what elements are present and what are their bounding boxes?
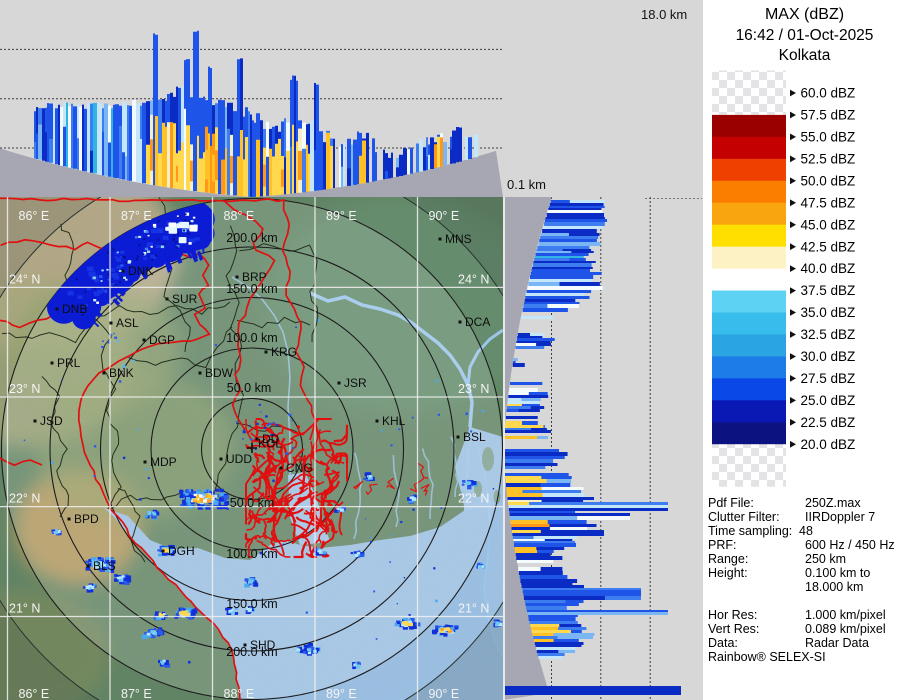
svg-text:57.5 dBZ: 57.5 dBZ — [801, 108, 856, 123]
svg-text:47.5 dBZ: 47.5 dBZ — [801, 195, 856, 210]
svg-text:55.0 dBZ: 55.0 dBZ — [801, 130, 856, 145]
svg-text:22° N: 22° N — [9, 492, 40, 506]
svg-text:150.0 km: 150.0 km — [226, 597, 277, 611]
svg-text:21° N: 21° N — [9, 602, 40, 616]
svg-text:BDW: BDW — [205, 366, 234, 380]
svg-text:50.0 km: 50.0 km — [230, 496, 274, 510]
svg-text:89° E: 89° E — [326, 209, 357, 223]
svg-text:CNG: CNG — [286, 461, 313, 475]
svg-text:20.0 dBZ: 20.0 dBZ — [801, 437, 856, 452]
svg-text:150.0 km: 150.0 km — [226, 282, 277, 296]
svg-text:27.5 dBZ: 27.5 dBZ — [801, 371, 856, 386]
svg-text:JSD: JSD — [40, 414, 63, 428]
svg-text:MDP: MDP — [150, 455, 177, 469]
svg-text:KOL: KOL — [258, 437, 282, 451]
svg-text:23° N: 23° N — [9, 382, 40, 396]
svg-text:DNK: DNK — [128, 264, 153, 278]
svg-text:88° E: 88° E — [224, 209, 255, 223]
svg-text:90° E: 90° E — [429, 209, 460, 223]
svg-text:BLS: BLS — [93, 559, 116, 573]
svg-text:DNB: DNB — [62, 302, 87, 316]
svg-text:52.5 dBZ: 52.5 dBZ — [801, 152, 856, 167]
svg-text:37.5 dBZ: 37.5 dBZ — [801, 283, 856, 298]
svg-text:25.0 dBZ: 25.0 dBZ — [801, 393, 856, 408]
svg-text:24° N: 24° N — [458, 272, 489, 286]
svg-text:100.0 km: 100.0 km — [226, 547, 277, 561]
svg-text:40.0 dBZ: 40.0 dBZ — [801, 261, 856, 276]
svg-text:DGP: DGP — [149, 333, 175, 347]
svg-text:DGH: DGH — [168, 544, 195, 558]
svg-text:22° N: 22° N — [458, 492, 489, 506]
svg-text:22.5 dBZ: 22.5 dBZ — [801, 415, 856, 430]
svg-text:KHL: KHL — [382, 414, 406, 428]
svg-text:87° E: 87° E — [121, 209, 152, 223]
svg-text:45.0 dBZ: 45.0 dBZ — [801, 217, 856, 232]
svg-text:PRL: PRL — [57, 356, 81, 370]
svg-text:MNS: MNS — [445, 232, 472, 246]
svg-text:BPD: BPD — [74, 512, 99, 526]
svg-text:SHD: SHD — [250, 638, 276, 652]
svg-text:32.5 dBZ: 32.5 dBZ — [801, 327, 856, 342]
svg-text:100.0 km: 100.0 km — [226, 331, 277, 345]
svg-text:200.0 km: 200.0 km — [226, 231, 277, 245]
svg-text:30.0 dBZ: 30.0 dBZ — [801, 349, 856, 364]
svg-text:DD: DD — [262, 432, 280, 446]
svg-text:21° N: 21° N — [458, 602, 489, 616]
svg-text:UDD: UDD — [226, 452, 252, 466]
svg-text:24° N: 24° N — [9, 272, 40, 286]
svg-text:60.0 dBZ: 60.0 dBZ — [801, 86, 856, 101]
svg-text:89° E: 89° E — [326, 687, 357, 700]
svg-text:BNK: BNK — [109, 366, 134, 380]
svg-text:JSR: JSR — [344, 376, 367, 390]
svg-text:200.0 km: 200.0 km — [226, 645, 277, 659]
svg-text:86° E: 86° E — [19, 209, 50, 223]
svg-text:ASL: ASL — [116, 316, 139, 330]
svg-text:88° E: 88° E — [224, 687, 255, 700]
svg-text:50.0 dBZ: 50.0 dBZ — [801, 173, 856, 188]
svg-text:90° E: 90° E — [429, 687, 460, 700]
svg-text:DCA: DCA — [465, 315, 490, 329]
svg-text:KRG: KRG — [271, 345, 297, 359]
svg-text:BSL: BSL — [463, 430, 486, 444]
svg-text:35.0 dBZ: 35.0 dBZ — [801, 305, 856, 320]
svg-text:87° E: 87° E — [121, 687, 152, 700]
svg-text:23° N: 23° N — [458, 382, 489, 396]
svg-text:50.0 km: 50.0 km — [227, 381, 271, 395]
svg-text:86° E: 86° E — [19, 687, 50, 700]
svg-text:42.5 dBZ: 42.5 dBZ — [801, 239, 856, 254]
svg-text:SUR: SUR — [172, 292, 198, 306]
svg-text:BRP: BRP — [242, 270, 267, 284]
